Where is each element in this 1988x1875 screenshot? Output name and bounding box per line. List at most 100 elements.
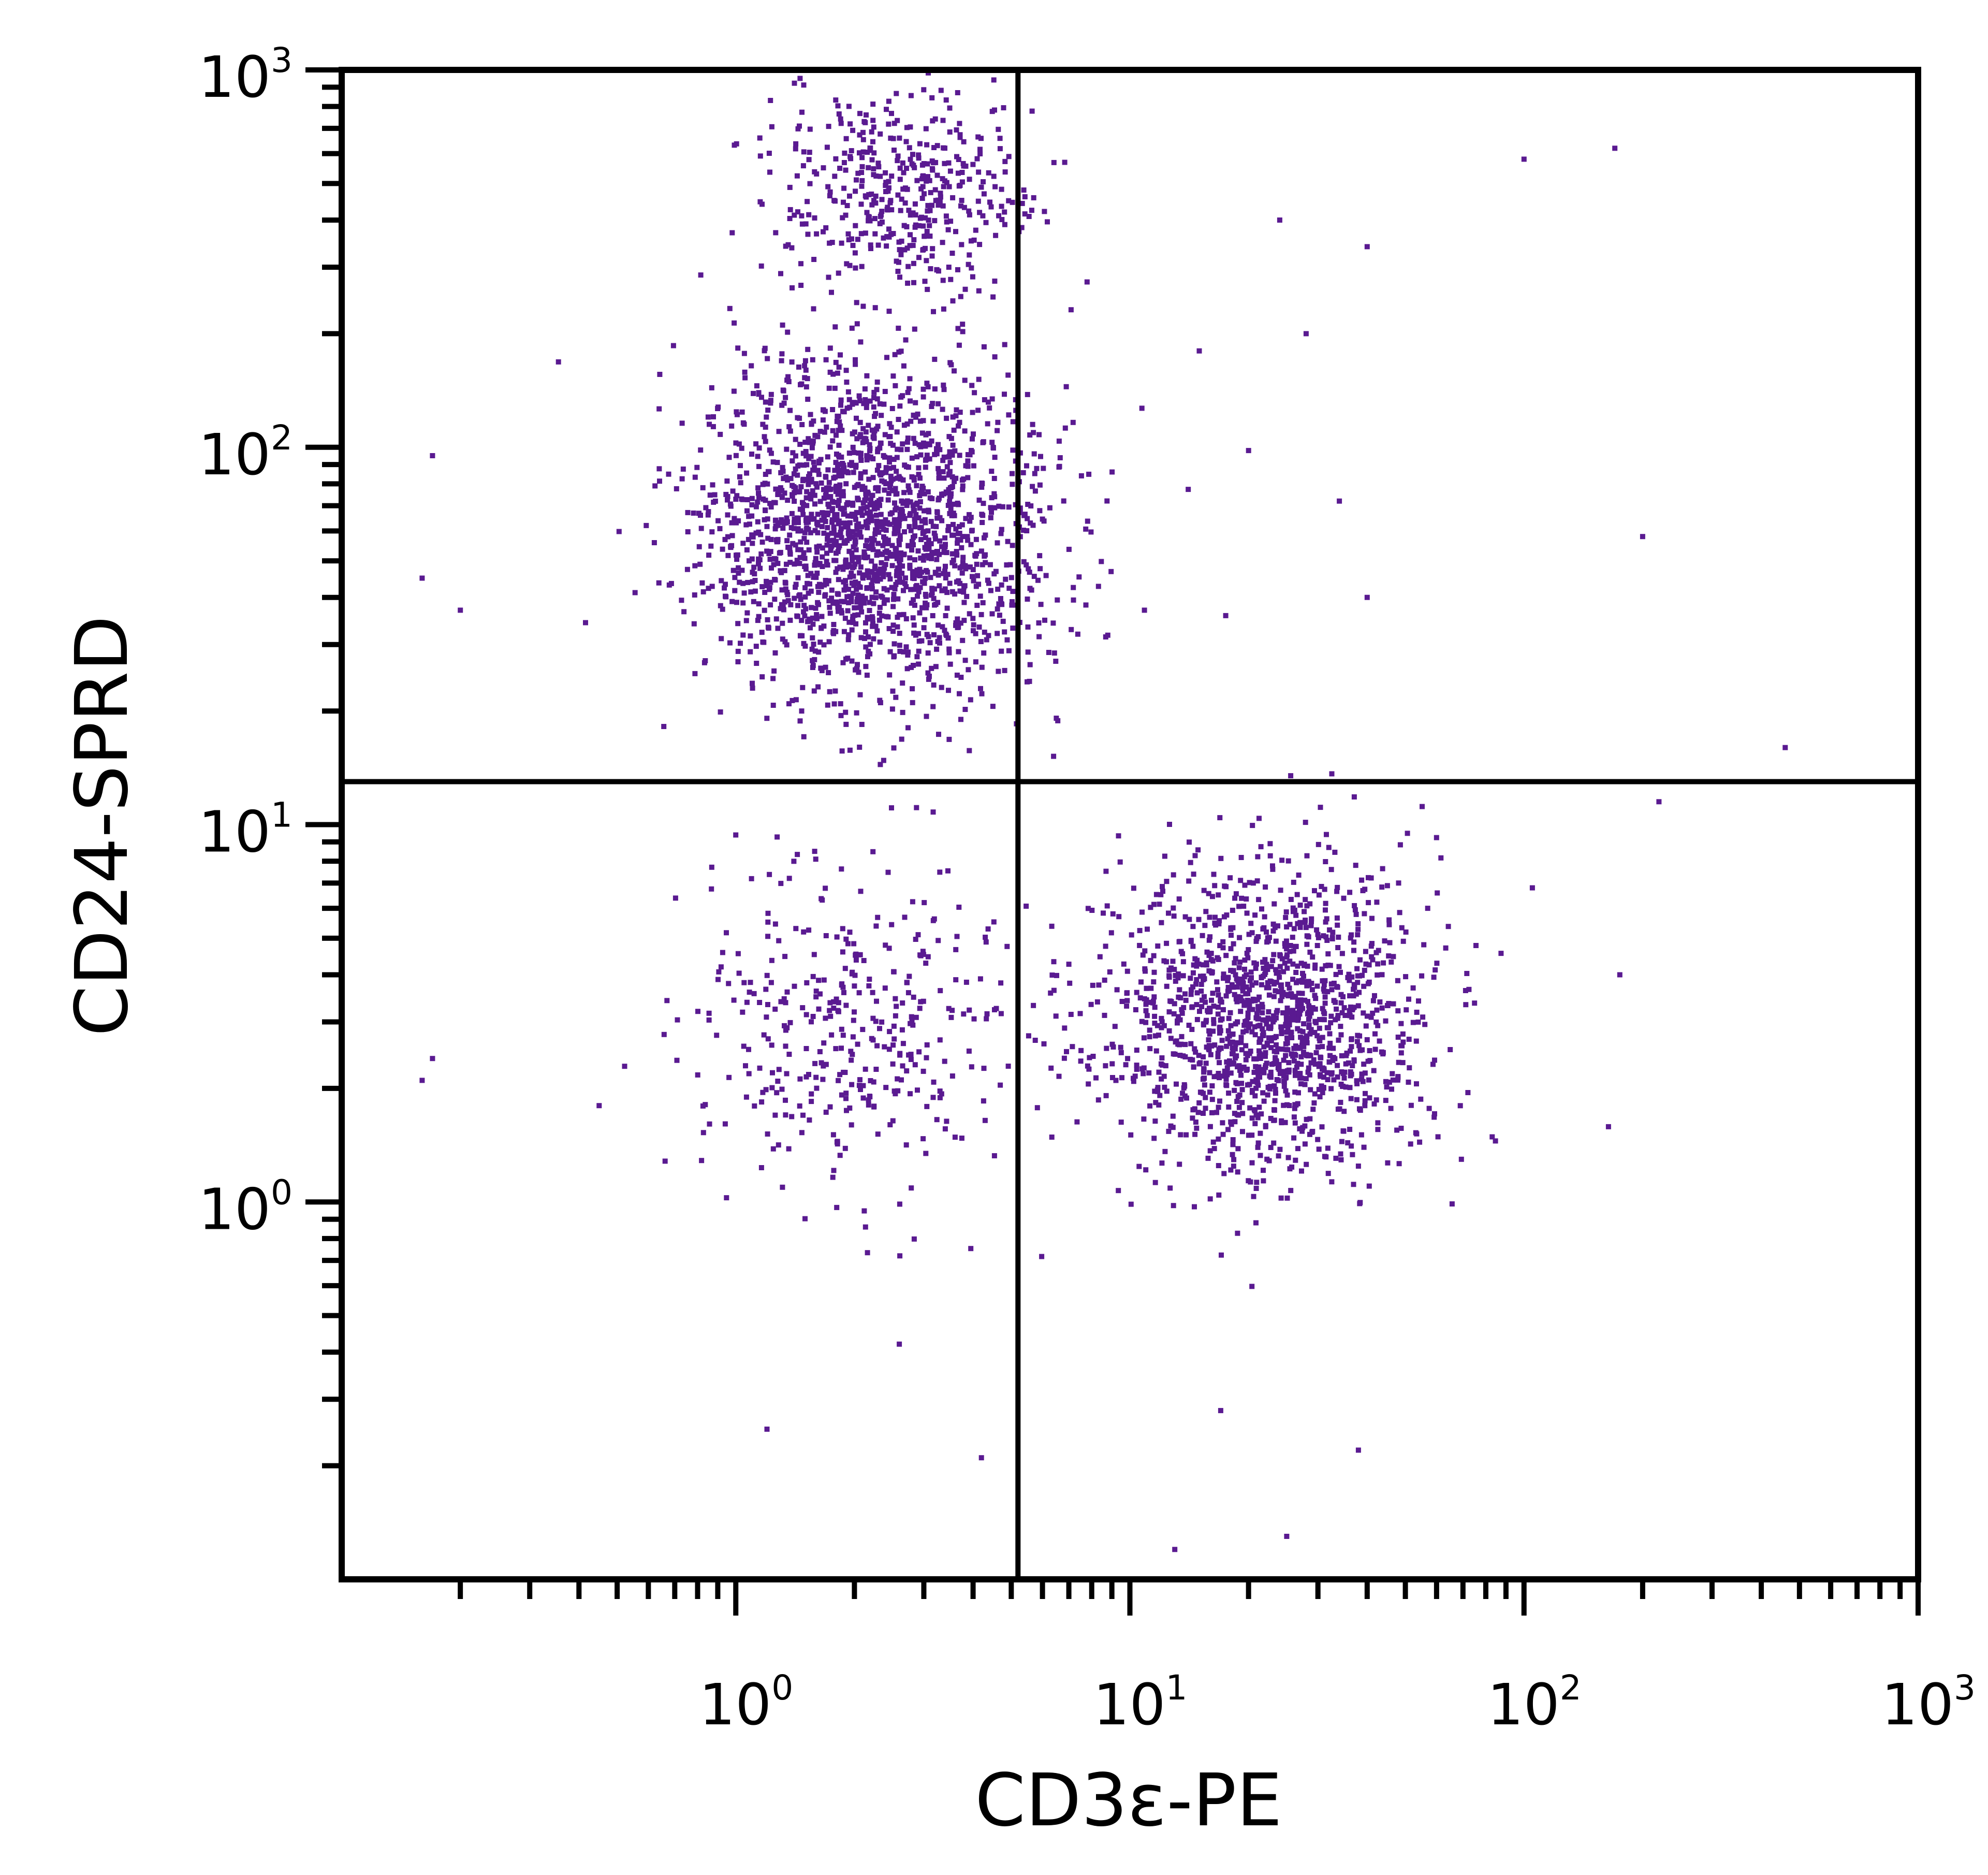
data-point: [914, 805, 919, 810]
data-point: [1209, 1110, 1215, 1115]
data-point: [1241, 1002, 1247, 1008]
data-point: [1063, 384, 1069, 389]
data-point: [1196, 917, 1202, 922]
data-point: [900, 514, 906, 519]
data-point: [1020, 470, 1026, 475]
data-point: [1228, 1023, 1234, 1028]
data-point: [942, 544, 948, 549]
data-point: [1024, 904, 1029, 909]
data-point: [772, 526, 778, 532]
data-point: [1298, 1003, 1304, 1009]
data-point: [1194, 990, 1200, 996]
data-point: [974, 156, 980, 162]
data-point: [1303, 897, 1308, 903]
data-point: [988, 515, 993, 520]
data-point: [872, 216, 878, 222]
data-point: [1265, 938, 1271, 944]
data-point: [870, 990, 875, 995]
data-point: [734, 600, 739, 605]
data-point: [1383, 1098, 1388, 1103]
data-point: [772, 597, 778, 602]
data-point: [873, 173, 879, 179]
data-point: [1355, 1164, 1361, 1169]
data-point: [867, 446, 873, 452]
data-point: [1041, 466, 1046, 471]
data-point: [866, 218, 871, 224]
data-point: [1104, 498, 1110, 504]
data-point: [924, 178, 930, 183]
data-point: [1323, 963, 1328, 969]
data-point: [1231, 968, 1236, 973]
data-point: [1228, 1167, 1234, 1173]
data-point: [1220, 1007, 1226, 1012]
data-point: [783, 1112, 788, 1118]
data-point: [891, 1088, 897, 1094]
data-point: [843, 583, 849, 589]
data-point: [695, 1009, 700, 1014]
data-point: [979, 691, 985, 696]
data-point: [825, 454, 830, 460]
data-point: [811, 516, 817, 521]
data-point: [803, 1074, 809, 1080]
data-point: [893, 694, 899, 700]
data-point: [752, 588, 758, 594]
data-point: [772, 1006, 778, 1012]
data-point: [886, 234, 892, 240]
data-point: [769, 1085, 775, 1091]
data-point: [1240, 1111, 1246, 1116]
data-point: [861, 549, 867, 555]
data-point: [922, 517, 928, 522]
data-point: [1166, 1009, 1172, 1015]
data-point: [944, 415, 949, 421]
data-point: [870, 620, 875, 626]
data-point: [818, 480, 824, 486]
data-point: [1400, 1060, 1406, 1066]
data-point: [846, 535, 852, 541]
data-point: [885, 869, 891, 875]
data-point: [759, 1099, 765, 1105]
data-point: [1242, 882, 1248, 888]
data-point: [982, 397, 987, 402]
data-point: [1338, 1000, 1344, 1006]
data-point: [927, 178, 932, 183]
data-point: [744, 999, 750, 1005]
data-point: [805, 573, 811, 578]
data-point: [1498, 951, 1504, 956]
data-point: [1203, 1106, 1208, 1111]
data-point: [1253, 980, 1259, 986]
data-point: [942, 146, 947, 151]
data-point: [1314, 943, 1320, 948]
data-point: [1146, 1070, 1152, 1076]
data-point: [942, 1126, 948, 1132]
data-point: [904, 421, 910, 427]
data-point: [1358, 1132, 1364, 1138]
data-point: [945, 503, 951, 508]
data-point: [1295, 998, 1300, 1004]
data-point: [847, 574, 853, 580]
data-point: [787, 216, 793, 221]
data-point: [1271, 952, 1277, 957]
data-point: [1021, 187, 1027, 193]
data-point: [970, 616, 976, 621]
data-points: [419, 70, 1788, 1552]
data-point: [1371, 1068, 1377, 1073]
data-point: [1188, 860, 1193, 865]
data-point: [995, 540, 1000, 546]
data-point: [749, 363, 754, 369]
data-point: [836, 270, 841, 276]
data-point: [797, 415, 802, 421]
data-point: [837, 166, 843, 171]
data-point: [1071, 597, 1076, 603]
data-point: [1283, 914, 1289, 920]
data-point: [940, 118, 946, 123]
data-point: [873, 923, 879, 929]
data-point: [1157, 902, 1162, 907]
data-point: [1221, 971, 1226, 977]
data-point: [1109, 1061, 1115, 1067]
data-point: [1221, 1073, 1226, 1079]
data-point: [1213, 922, 1219, 928]
data-point: [982, 629, 987, 635]
data-point: [1291, 1014, 1297, 1019]
data-point: [828, 486, 834, 492]
data-point: [857, 692, 863, 697]
